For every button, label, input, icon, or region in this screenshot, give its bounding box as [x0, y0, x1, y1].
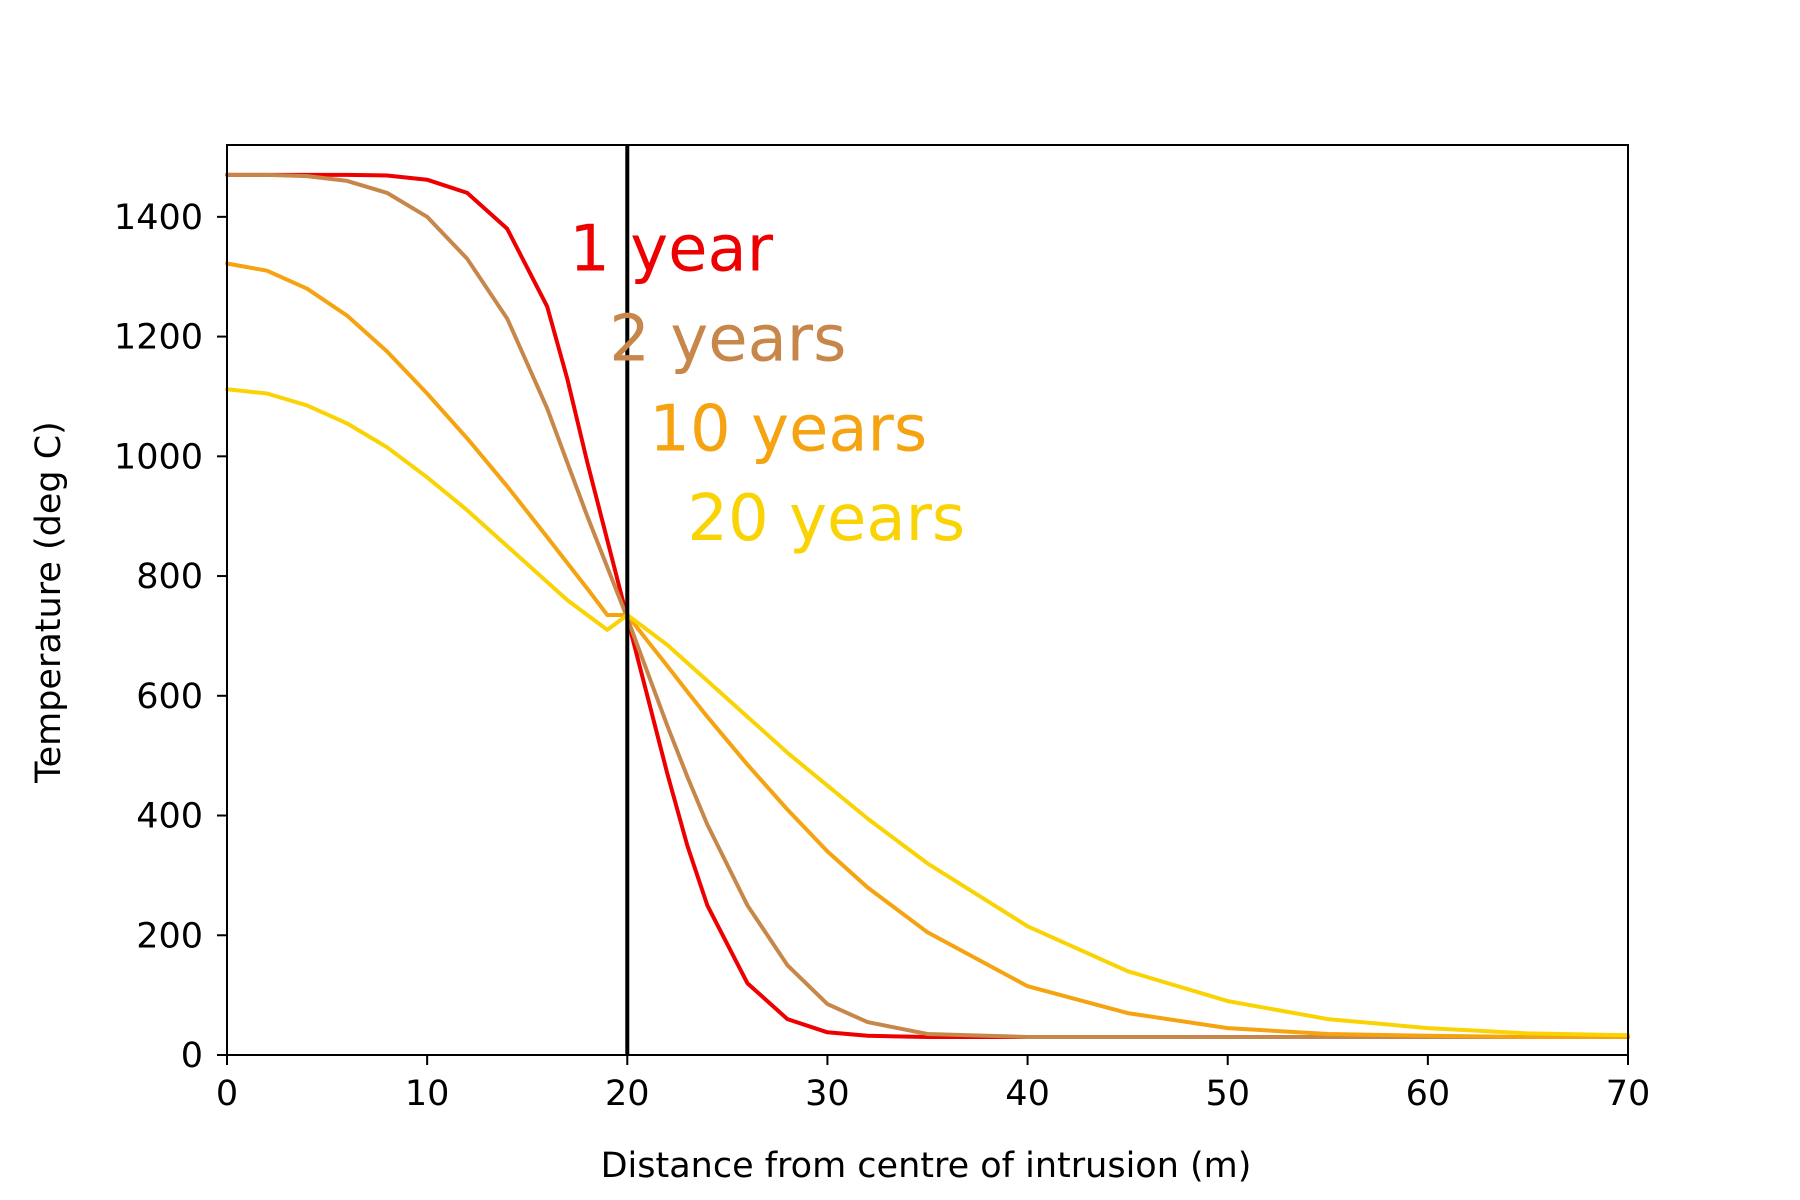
x-axis: 0 10 20 30 40 50 60 70: [216, 1055, 1650, 1114]
series-line-1: [225, 172, 1630, 1039]
y-tick-label: 200: [136, 916, 203, 956]
series-annotation-3: 10 years: [649, 392, 927, 466]
x-tick-label: 10: [405, 1074, 450, 1114]
x-tick-label: 20: [605, 1074, 650, 1114]
y-tick-label: 600: [136, 677, 203, 717]
plot-frame: [226, 144, 1629, 1056]
y-tick-label: 1000: [114, 437, 203, 477]
y-tick-label: 0: [181, 1036, 203, 1076]
y-axis-label: Temperature (deg C): [29, 421, 69, 784]
y-tick-label: 1200: [114, 318, 203, 358]
y-tick-label: 1400: [114, 198, 203, 238]
y-tick-label: 800: [136, 557, 203, 597]
x-axis-label: Distance from centre of intrusion (m): [601, 1146, 1252, 1186]
series-annotation-2: 2 years: [609, 303, 846, 377]
y-tick-label: 400: [136, 797, 203, 837]
plot-area: 1 year 2 years 10 years 20 years: [225, 144, 1630, 1056]
series-line-2: [225, 172, 1630, 1039]
x-tick-label: 40: [1005, 1074, 1050, 1114]
series-line-4: [225, 387, 1630, 1038]
y-axis: 0 200 400 600 800 1000 1200 1400: [114, 198, 227, 1076]
series-annotation-1: 1 year: [569, 213, 774, 287]
series-line-3: [225, 261, 1630, 1039]
x-tick-label: 0: [216, 1074, 238, 1114]
x-tick-label: 70: [1606, 1074, 1651, 1114]
x-tick-label: 30: [805, 1074, 850, 1114]
x-tick-label: 50: [1205, 1074, 1250, 1114]
series-annotation-4: 20 years: [687, 482, 965, 556]
x-tick-label: 60: [1406, 1074, 1451, 1114]
